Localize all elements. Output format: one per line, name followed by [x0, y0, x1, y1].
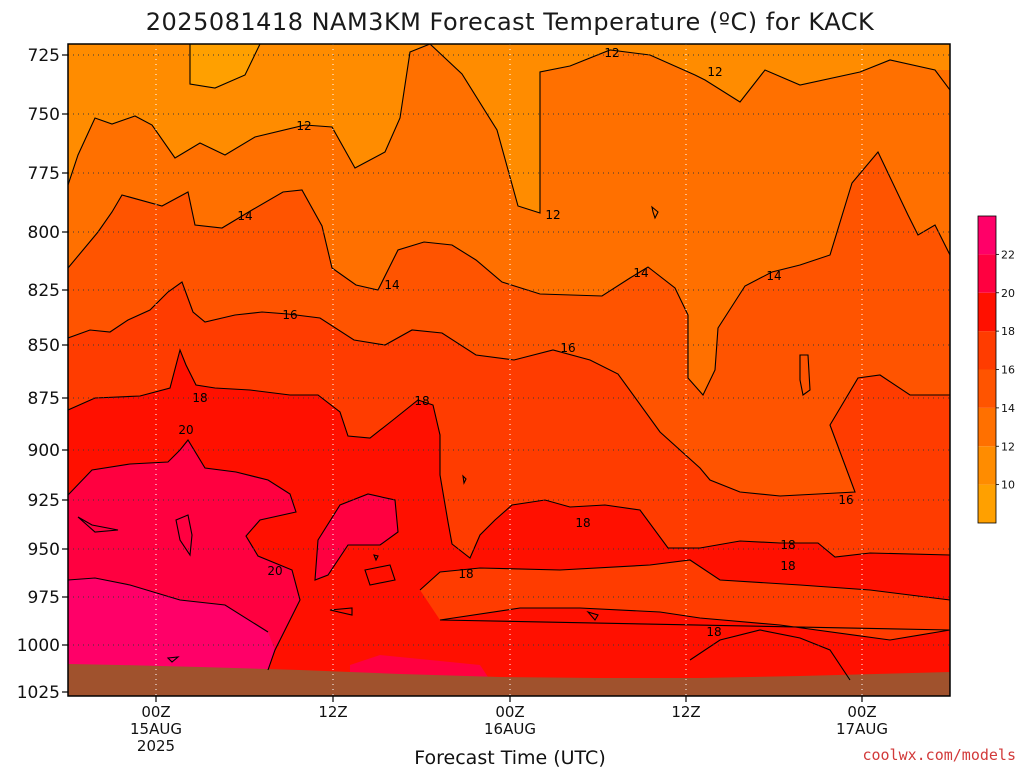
contour-label: 18	[414, 394, 429, 408]
y-tick-label: 725	[28, 46, 60, 66]
band-22-24	[68, 578, 275, 670]
y-tick-label: 950	[28, 540, 60, 560]
colorbar-swatch	[978, 216, 996, 255]
y-axis: 725 750 775 800 825 850 875 900 925 950 975 1000 102…	[17, 46, 68, 703]
contour-label: 12	[604, 46, 619, 60]
plot-frame	[67, 43, 951, 697]
contour-label: 18	[458, 567, 473, 581]
contour-label: 12	[545, 208, 560, 222]
colorbar-swatch	[978, 407, 996, 447]
x-tick-label: 17AUG	[836, 720, 888, 738]
contour-label: 12	[707, 65, 722, 79]
contour-label: 18	[706, 625, 721, 639]
colorbar-tick-label: 12	[1001, 440, 1015, 453]
contour-label: 12	[296, 119, 311, 133]
colorbar-tick-label: 14	[1001, 402, 1015, 415]
contour-line-12	[68, 44, 950, 214]
contour-field: 12 12 12 12 14 14 14 14 16 16 16 18 18 18 18 18 18 18 20 20	[68, 44, 950, 696]
colorbar-tick-label: 22	[1001, 248, 1015, 261]
band-8-10	[190, 44, 260, 88]
contour-line-18	[68, 348, 950, 559]
x-tick-label: 00Z	[495, 703, 524, 721]
x-tick-label: 12Z	[318, 703, 347, 721]
contour-line-16	[68, 281, 950, 497]
contour-label: 18	[192, 391, 207, 405]
colorbar-swatch	[978, 331, 996, 370]
y-tick-label: 825	[28, 281, 60, 301]
band-16-18-pocket	[420, 560, 950, 640]
contour-line-20	[68, 439, 301, 671]
colorbar-swatch	[978, 292, 996, 332]
contour-label: 18	[780, 538, 795, 552]
contour-label: 14	[633, 266, 648, 280]
contour-label: 14	[384, 278, 399, 292]
y-tick-label: 775	[28, 164, 60, 184]
y-tick-label: 1025	[17, 683, 60, 703]
colorbar-swatch	[978, 254, 996, 293]
colorbar-tick-label: 10	[1001, 479, 1015, 492]
y-tick-label: 975	[28, 588, 60, 608]
y-tick-label: 1000	[17, 636, 60, 656]
colorbar-tick-label: 20	[1001, 287, 1015, 300]
credit-text: coolwx.com/models	[862, 746, 1016, 764]
x-tick-label: 15AUG	[130, 720, 182, 738]
grid	[68, 44, 950, 696]
y-tick-label: 900	[28, 441, 60, 461]
x-tick-label: 12Z	[671, 703, 700, 721]
contour-line-20-small	[77, 205, 811, 663]
colorbar: 10 12 14 16 18 20 22	[977, 215, 1015, 524]
contour-line-18-pocket	[689, 629, 851, 681]
contour-label: 20	[178, 423, 193, 437]
contour-label: 14	[237, 209, 252, 223]
chart-title: 2025081418 NAM3KM Forecast Temperature (…	[146, 8, 875, 36]
contour-label: 16	[838, 493, 853, 507]
contour-line-10	[189, 44, 261, 89]
contour-labels: 12 12 12 12 14 14 14 14 16 16 16 18 18 18 18 18 18 18 20 20	[178, 46, 853, 639]
y-tick-label: 850	[28, 336, 60, 356]
contour-lines	[68, 44, 950, 681]
colorbar-tick-label: 18	[1001, 325, 1015, 338]
x-tick-label: 16AUG	[484, 720, 536, 738]
ground	[68, 664, 950, 696]
y-tick-label: 875	[28, 389, 60, 409]
colorbar-swatch	[978, 446, 996, 485]
band-20-22-mid	[315, 494, 398, 580]
contour-label: 20	[267, 564, 282, 578]
x-tick-label: 00Z	[847, 703, 876, 721]
colorbar-swatch	[978, 369, 996, 408]
contour-label: 16	[282, 308, 297, 322]
y-tick-label: 750	[28, 105, 60, 125]
colorbar-swatch	[978, 484, 996, 523]
contour-line-22	[68, 577, 269, 633]
y-tick-label: 925	[28, 491, 60, 511]
contour-line-18-lower	[419, 559, 950, 641]
contour-label: 16	[560, 341, 575, 355]
colorbar-tick-label: 16	[1001, 364, 1015, 377]
y-tick-label: 800	[28, 223, 60, 243]
contour-label: 18	[575, 516, 590, 530]
x-tick-label: 00Z	[141, 703, 170, 721]
contour-label: 14	[766, 269, 781, 283]
contour-line-14	[68, 150, 950, 396]
contour-label: 18	[780, 559, 795, 573]
x-axis-label: Forecast Time (UTC)	[414, 747, 605, 768]
x-tick-label: 2025	[137, 737, 175, 755]
